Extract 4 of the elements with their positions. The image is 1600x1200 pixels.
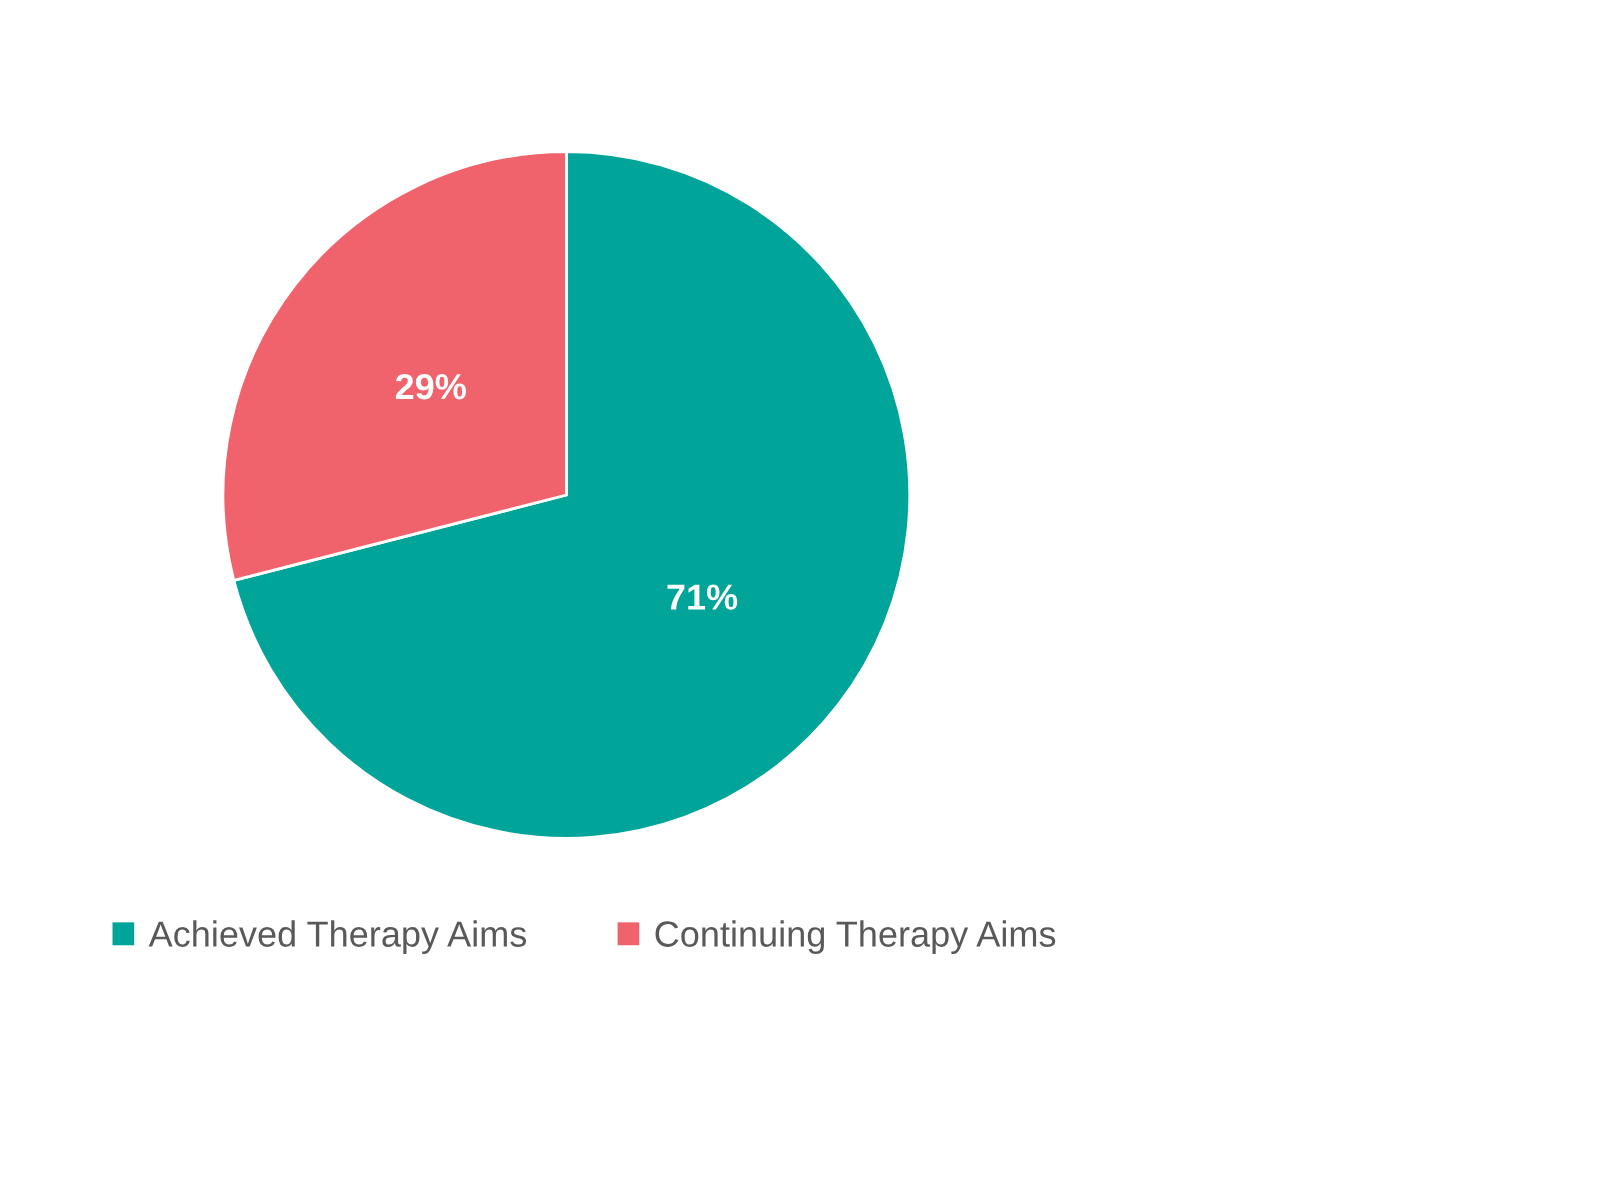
data-label: 71% (667, 584, 738, 610)
legend-label: Achieved Therapy Aims (148, 920, 527, 955)
legend-label: Continuing Therapy Aims (655, 920, 1056, 955)
data-label: 29% (395, 373, 466, 400)
